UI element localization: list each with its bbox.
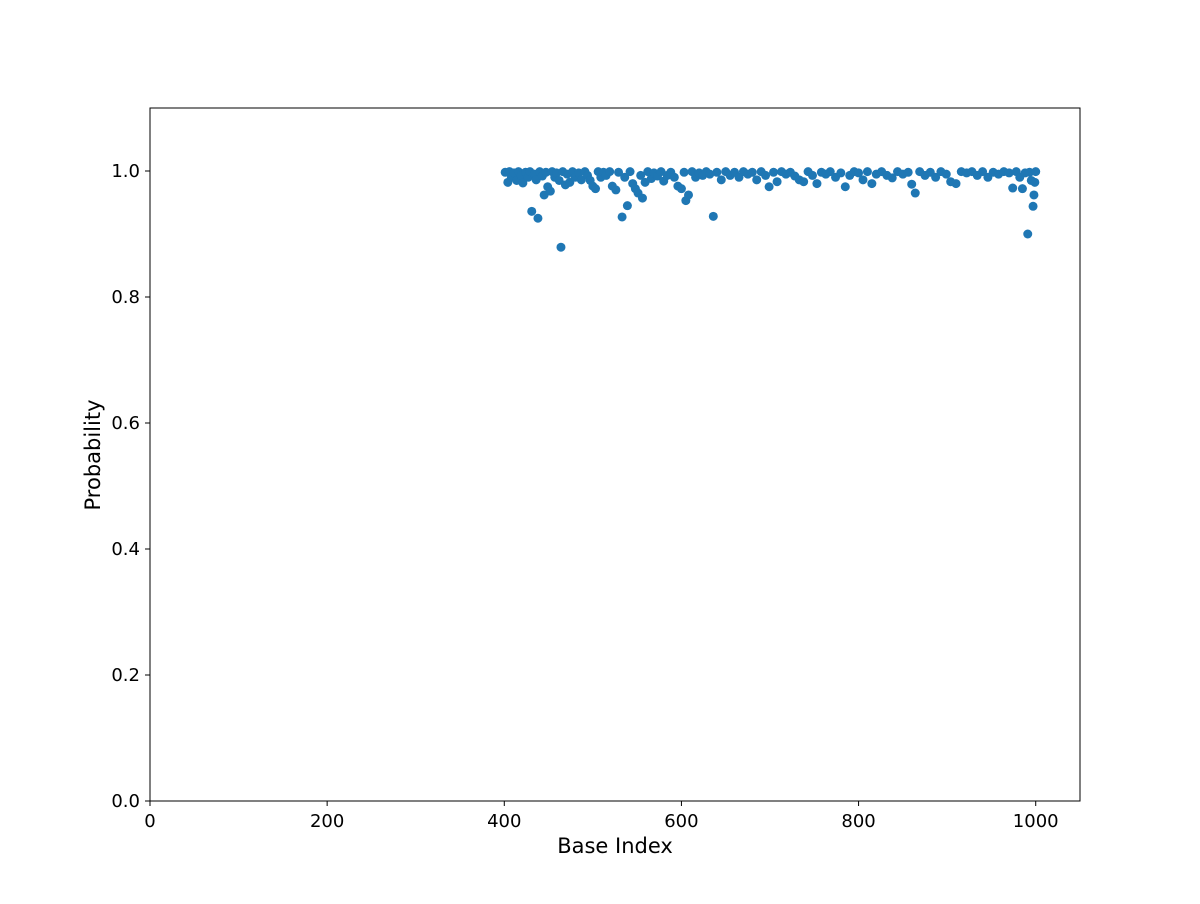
data-point — [752, 175, 762, 185]
data-point — [840, 182, 850, 192]
y-tick-label: 0.4 — [111, 539, 140, 560]
data-point — [854, 168, 864, 178]
data-point — [556, 242, 566, 252]
data-point — [808, 170, 818, 180]
data-point — [554, 175, 564, 185]
data-point — [614, 167, 624, 177]
data-point — [705, 169, 715, 179]
data-point — [867, 179, 877, 189]
data-point — [812, 179, 822, 189]
data-point — [669, 172, 679, 182]
data-point — [858, 175, 868, 185]
data-point — [716, 175, 726, 185]
data-point — [622, 201, 632, 211]
data-point — [637, 193, 647, 203]
data-point — [764, 182, 774, 192]
data-point — [903, 167, 913, 177]
y-axis-label: Probability — [81, 399, 105, 510]
data-point — [978, 167, 988, 177]
data-point — [712, 167, 722, 177]
points-layer — [500, 167, 1041, 252]
data-point — [862, 167, 872, 177]
y-tick-label: 0.8 — [111, 287, 140, 308]
data-point — [617, 212, 627, 222]
data-point — [545, 186, 555, 196]
data-point — [533, 213, 543, 223]
data-point — [1023, 229, 1033, 239]
data-point — [1028, 201, 1038, 211]
data-point — [605, 167, 615, 177]
x-tick-label: 0 — [144, 811, 155, 832]
plot-frame — [149, 107, 1081, 802]
data-point — [941, 169, 951, 179]
y-tick-label: 1.0 — [111, 161, 140, 182]
data-point — [1029, 190, 1039, 200]
data-point — [684, 190, 694, 200]
data-point — [591, 184, 601, 194]
data-point — [951, 179, 961, 189]
data-point — [625, 167, 635, 177]
data-point — [576, 175, 586, 185]
data-point — [620, 172, 630, 182]
data-point — [772, 177, 782, 187]
data-point — [518, 178, 528, 188]
data-point — [747, 167, 757, 177]
data-point — [910, 188, 920, 198]
data-point — [825, 167, 835, 177]
data-point — [1008, 183, 1018, 193]
y-axis: 0.0 0.2 0.4 0.6 0.8 1.0 — [111, 161, 150, 812]
data-point — [836, 168, 846, 178]
y-tick-label: 0.6 — [111, 413, 140, 434]
data-point — [769, 167, 779, 177]
data-point — [907, 179, 917, 189]
data-point — [636, 170, 646, 180]
x-tick-label: 200 — [310, 811, 344, 832]
y-tick-label: 0.2 — [111, 665, 140, 686]
x-tick-label: 600 — [664, 811, 698, 832]
data-point — [611, 185, 621, 195]
data-point — [708, 211, 718, 221]
data-point — [679, 167, 689, 177]
x-tick-label: 800 — [841, 811, 875, 832]
x-axis: 0 200 400 600 800 1000 — [144, 801, 1059, 832]
x-axis-label: Base Index — [557, 834, 673, 858]
data-point — [1004, 168, 1014, 178]
x-tick-label: 1000 — [1013, 811, 1059, 832]
y-tick-label: 0.0 — [111, 791, 140, 812]
data-point — [676, 184, 686, 194]
data-point — [931, 172, 941, 182]
data-point — [1031, 167, 1041, 177]
data-point — [887, 173, 897, 183]
data-point — [799, 177, 809, 187]
data-point — [1030, 177, 1040, 187]
x-tick-label: 400 — [487, 811, 521, 832]
data-point — [1017, 184, 1027, 194]
data-point — [527, 206, 537, 216]
data-point — [761, 170, 771, 180]
